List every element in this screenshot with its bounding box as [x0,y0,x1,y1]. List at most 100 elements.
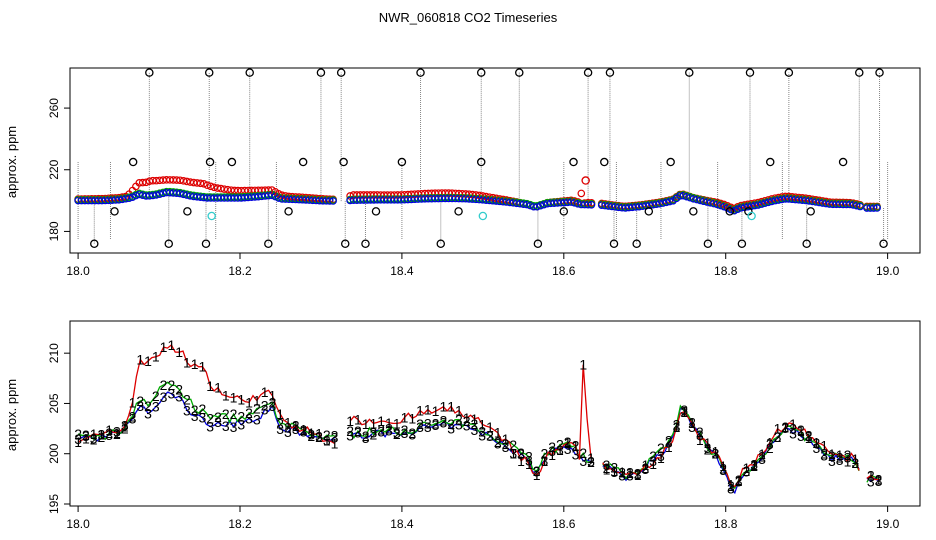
bottom-blue-marker: 3 [408,427,416,443]
bottom-green-marker: 2 [750,458,758,474]
top-y-tick-label: 180 [47,221,61,241]
bottom-green-marker: 2 [323,427,331,443]
top-outlier-point [128,157,138,167]
bottom-red-marker: 1 [525,456,533,472]
bottom-red-marker: 1 [447,398,455,414]
bottom-green-marker: 2 [370,426,378,442]
bottom-red-marker: 1 [74,434,82,450]
bottom-blue-marker: 3 [113,424,121,440]
bottom-blue-marker: 3 [447,421,455,437]
top-outlier-point [632,239,641,248]
bottom-red-marker: 1 [416,402,424,418]
bottom-green-marker: 2 [199,401,207,417]
bottom-red-marker: 1 [603,462,611,478]
bottom-green-marker: 2 [634,466,642,482]
bottom-red-marker: 1 [346,413,354,429]
bottom-blue-marker: 3 [253,411,261,427]
bottom-red-marker: 1 [206,378,214,394]
bottom-red-marker: 1 [579,357,587,373]
top-red-point [142,178,150,187]
top-outlier-point [569,157,578,167]
bottom-blue-marker: 3 [517,446,525,462]
bottom-blue-marker: 3 [416,419,424,435]
bottom-green-marker: 2 [579,445,587,461]
bottom-red-marker: 1 [300,422,308,438]
top-blue-point [587,200,596,209]
top-outlier-point [340,239,350,248]
bottom-red-marker: 1 [98,427,106,443]
top-panel: approx. ppm 18.0 18.2 18.4 18.6 18.8 19.0 180… [4,67,921,278]
bottom-x-tick-label: 19.0 [876,517,900,531]
top-outlier-point [454,207,463,216]
bottom-blue-marker: 3 [98,427,106,443]
bottom-green-marker: 2 [688,415,696,431]
bottom-green-marker: 2 [486,427,494,443]
top-outlier-point [838,157,848,167]
bottom-blue-marker: 3 [649,453,657,469]
bottom-red-marker: 1 [432,403,440,419]
bottom-green-marker: 2 [766,440,774,456]
bottom-blue-marker: 3 [509,445,517,461]
bottom-green-marker: 2 [113,426,121,442]
bottom-red-marker: 1 [121,418,129,434]
bottom-blue-marker: 3 [292,421,300,437]
bottom-green-marker: 2 [245,405,253,421]
bottom-blue-marker: 3 [323,433,331,449]
bottom-green-marker: 2 [268,394,276,410]
bottom-green-marker: 2 [144,398,152,414]
bottom-green-marker: 2 [191,402,199,418]
top-outlier-point [583,68,593,77]
top-outlier-point [559,207,569,216]
bottom-red-marker: 1 [533,467,541,483]
bottom-green-marker: 2 [261,397,269,413]
bottom-blue-marker: 3 [144,405,152,421]
bottom-blue-marker: 3 [610,464,618,480]
top-x-tick-label: 18.2 [228,264,252,278]
bottom-green-marker: 2 [175,381,183,397]
bottom-blue-marker: 3 [307,426,315,442]
top-red-point [577,189,586,198]
bottom-green-marker: 2 [463,413,471,429]
top-x-tick-label: 18.4 [390,264,414,278]
bottom-x-tick-label: 18.8 [714,517,738,531]
bottom-blue-marker: 3 [136,398,144,414]
bottom-green-marker: 2 [828,448,836,464]
bottom-green-marker: 2 [416,416,424,432]
bottom-blue-marker: 3 [781,420,789,436]
bottom-y-tick-label: 205 [47,393,61,413]
bottom-blue-marker: 3 [750,456,758,472]
bottom-red-marker: 1 [82,431,90,447]
top-red-point [138,178,147,187]
bottom-green-marker: 2 [743,463,751,479]
bottom-green-marker: 2 [556,437,564,453]
bottom-green-marker: 2 [354,423,362,439]
bottom-blue-marker: 3 [222,418,230,434]
top-outlier-point [644,207,654,216]
bottom-green-marker: 2 [408,425,416,441]
top-cyan-point [207,211,216,221]
bottom-green-marker: 2 [90,431,98,447]
bottom-blue-marker: 3 [704,440,712,456]
bottom-red-marker: 1 [230,390,238,406]
bottom-red-marker: 1 [719,458,727,474]
bottom-red-marker: 1 [315,426,323,442]
top-blue-point [873,204,881,212]
top-main-trace [74,176,881,215]
bottom-blue-marker: 3 [533,463,541,479]
bottom-green-marker: 2 [276,416,284,432]
bottom-green-marker: 2 [781,419,789,435]
bottom-green-marker: 2 [74,426,82,442]
top-outlier-point [164,239,174,248]
top-outlier-point [879,239,888,248]
bottom-green-marker: 2 [300,422,308,438]
bottom-blue-marker: 3 [284,424,292,440]
bottom-green-marker: 2 [610,460,618,476]
bottom-green-marker: 2 [292,417,300,433]
bottom-green-marker: 2 [432,415,440,431]
top-blue-point [852,201,861,210]
bottom-red-marker: 1 [774,421,782,437]
bottom-green-marker: 2 [447,416,455,432]
bottom-blue-marker: 3 [820,447,828,463]
bottom-green-marker: 2 [362,428,370,444]
bottom-blue-marker: 3 [105,427,113,443]
